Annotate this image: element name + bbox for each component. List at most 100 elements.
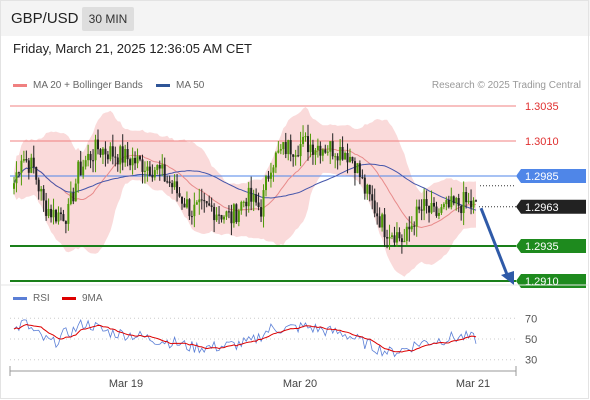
candle-body [302, 136, 305, 145]
interval-button[interactable]: 30 MIN [82, 7, 134, 31]
candle-body [225, 211, 228, 217]
candle-body [383, 214, 386, 238]
candle-body [452, 196, 455, 204]
candle-body [250, 187, 253, 202]
candle-body [420, 209, 423, 211]
level-label-1.3010: 1.3010 [525, 136, 559, 148]
rsi-9ma-line [13, 323, 477, 353]
candle-body [148, 166, 151, 176]
level-lines-layer [10, 105, 516, 282]
candle-body [423, 199, 426, 211]
candle-body [346, 152, 349, 163]
candles-layer [13, 124, 477, 254]
candle-body [265, 176, 267, 191]
candle-body [408, 226, 411, 230]
candle-body [97, 139, 99, 150]
candle-body [17, 172, 20, 174]
candle-body [136, 156, 139, 164]
candle-body [242, 201, 245, 203]
candle-body [260, 207, 263, 217]
ma9-label: 9MA [82, 293, 103, 304]
candle-body [413, 225, 416, 227]
candle-body [358, 163, 361, 178]
level-label-1.2985: 1.2985 [525, 171, 559, 183]
candle-body [101, 148, 104, 155]
candle-body [388, 236, 391, 239]
legend-ma50: MA 50 [156, 80, 204, 91]
candle-body [289, 140, 292, 155]
candle-body [153, 170, 156, 178]
legend-9ma: 9MA [62, 293, 103, 304]
candle-body [344, 152, 347, 160]
candle-body [418, 206, 421, 210]
candle-body [116, 157, 119, 165]
ma50-label: MA 50 [176, 80, 205, 91]
candle-body [163, 164, 166, 182]
candle-body [106, 154, 109, 160]
candle-body [351, 156, 354, 162]
candle-body [124, 149, 127, 163]
candle-body [139, 156, 141, 160]
candle-body [57, 212, 60, 222]
candle-body [252, 194, 255, 202]
candle-body [166, 181, 169, 183]
candle-body [20, 160, 23, 173]
candle-body [208, 203, 211, 206]
candle-body [331, 141, 334, 157]
candle-body [391, 235, 393, 237]
candle-body [297, 155, 300, 157]
candle-body [213, 206, 216, 221]
bollinger-band-layer [14, 107, 476, 277]
candle-body [181, 196, 183, 204]
candle-body [32, 157, 35, 167]
candle-body [15, 172, 18, 184]
candle-body [316, 145, 319, 151]
candle-body [455, 198, 458, 204]
candle-body [262, 190, 265, 217]
candle-body [220, 215, 223, 220]
candle-body [284, 142, 287, 155]
level-badge-1.2935 [516, 239, 586, 253]
candle-body [69, 192, 72, 204]
rsi-swatch [13, 296, 27, 300]
rsi-line [13, 319, 477, 358]
candle-body [119, 146, 122, 165]
candle-body [72, 192, 75, 202]
candle-body [279, 149, 282, 151]
candle-body [324, 149, 327, 153]
candle-body [176, 181, 179, 194]
candle-body [400, 238, 403, 243]
forecast-arrow-layer [479, 207, 514, 285]
candle-body [13, 183, 15, 189]
candle-body [45, 200, 48, 216]
candle-body [84, 160, 87, 167]
candle-body [134, 157, 137, 164]
candle-body [349, 156, 351, 163]
x-tick-mar-20: Mar 20 [283, 378, 317, 390]
candle-body [195, 202, 198, 205]
candle-body [475, 200, 477, 202]
forecast-arrow-shaft [479, 207, 510, 278]
candle-body [89, 153, 92, 161]
candle-body [156, 164, 159, 171]
candle-body [37, 179, 40, 192]
candle-body [353, 161, 356, 174]
candle-body [341, 146, 344, 160]
candle-body [433, 202, 435, 207]
candle-body [126, 149, 129, 160]
candle-body [314, 150, 317, 155]
candle-body [129, 159, 132, 166]
candle-body [334, 156, 337, 158]
candle-body [109, 146, 112, 160]
candle-body [272, 167, 275, 173]
candle-body [67, 203, 70, 224]
candle-body [336, 156, 339, 161]
candle-body [77, 161, 80, 184]
symbol-label: GBP/USD [11, 10, 79, 27]
candle-body [465, 192, 468, 203]
level-labels-layer: 1.3035 1.3010 1.2985 1.2935 1.2910 1.2963 [516, 101, 586, 288]
rsi-tick-70: 70 [525, 313, 537, 325]
candle-body [218, 214, 221, 216]
candle-body [457, 198, 460, 206]
moving-average-layer [13, 148, 477, 229]
